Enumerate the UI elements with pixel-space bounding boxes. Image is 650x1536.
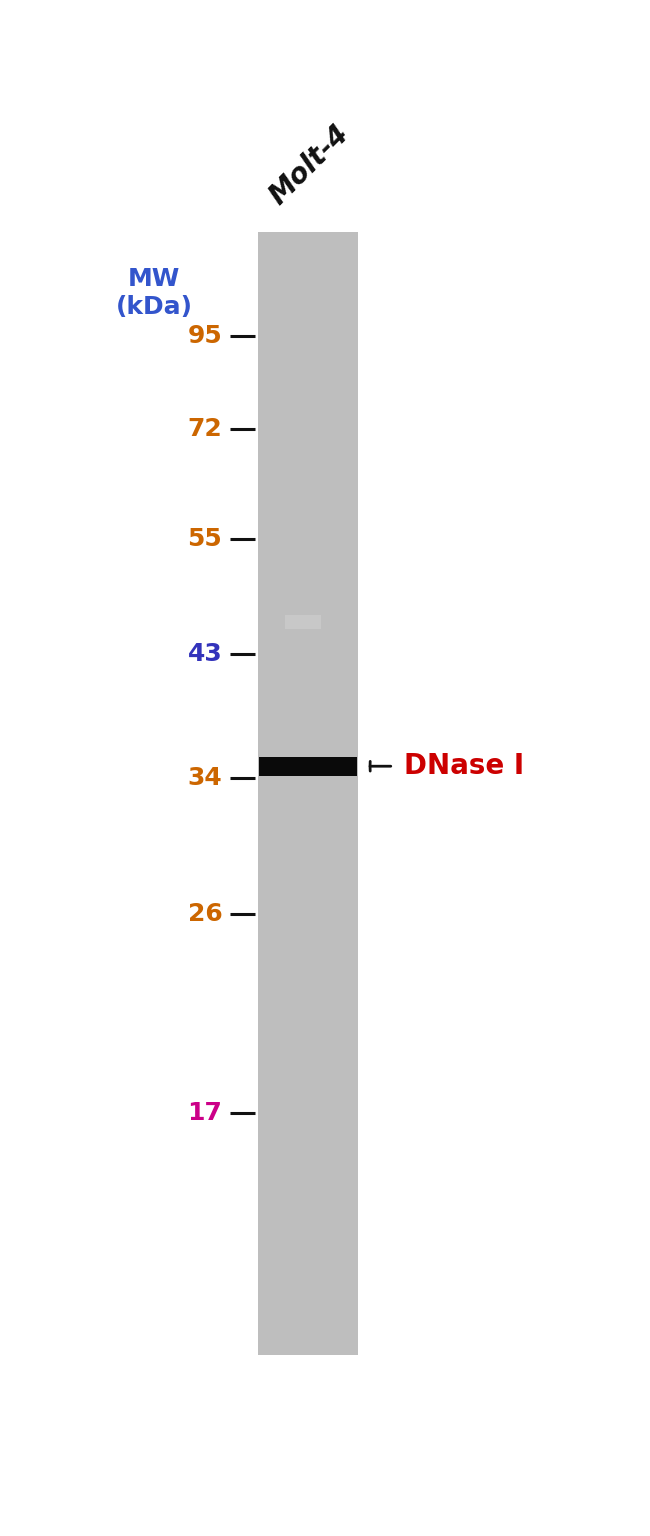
- Bar: [285, 614, 320, 630]
- Bar: [257, 232, 358, 1355]
- Text: 95: 95: [188, 324, 222, 347]
- Text: 55: 55: [188, 527, 222, 551]
- Bar: [259, 757, 357, 776]
- Text: 34: 34: [188, 766, 222, 790]
- Text: Molt-4: Molt-4: [264, 120, 355, 210]
- Text: MW
(kDa): MW (kDa): [116, 267, 193, 319]
- Text: 17: 17: [187, 1101, 222, 1124]
- Text: 43: 43: [188, 642, 222, 667]
- Text: 72: 72: [188, 418, 222, 441]
- Text: DNase I: DNase I: [404, 753, 524, 780]
- Text: 26: 26: [188, 902, 222, 926]
